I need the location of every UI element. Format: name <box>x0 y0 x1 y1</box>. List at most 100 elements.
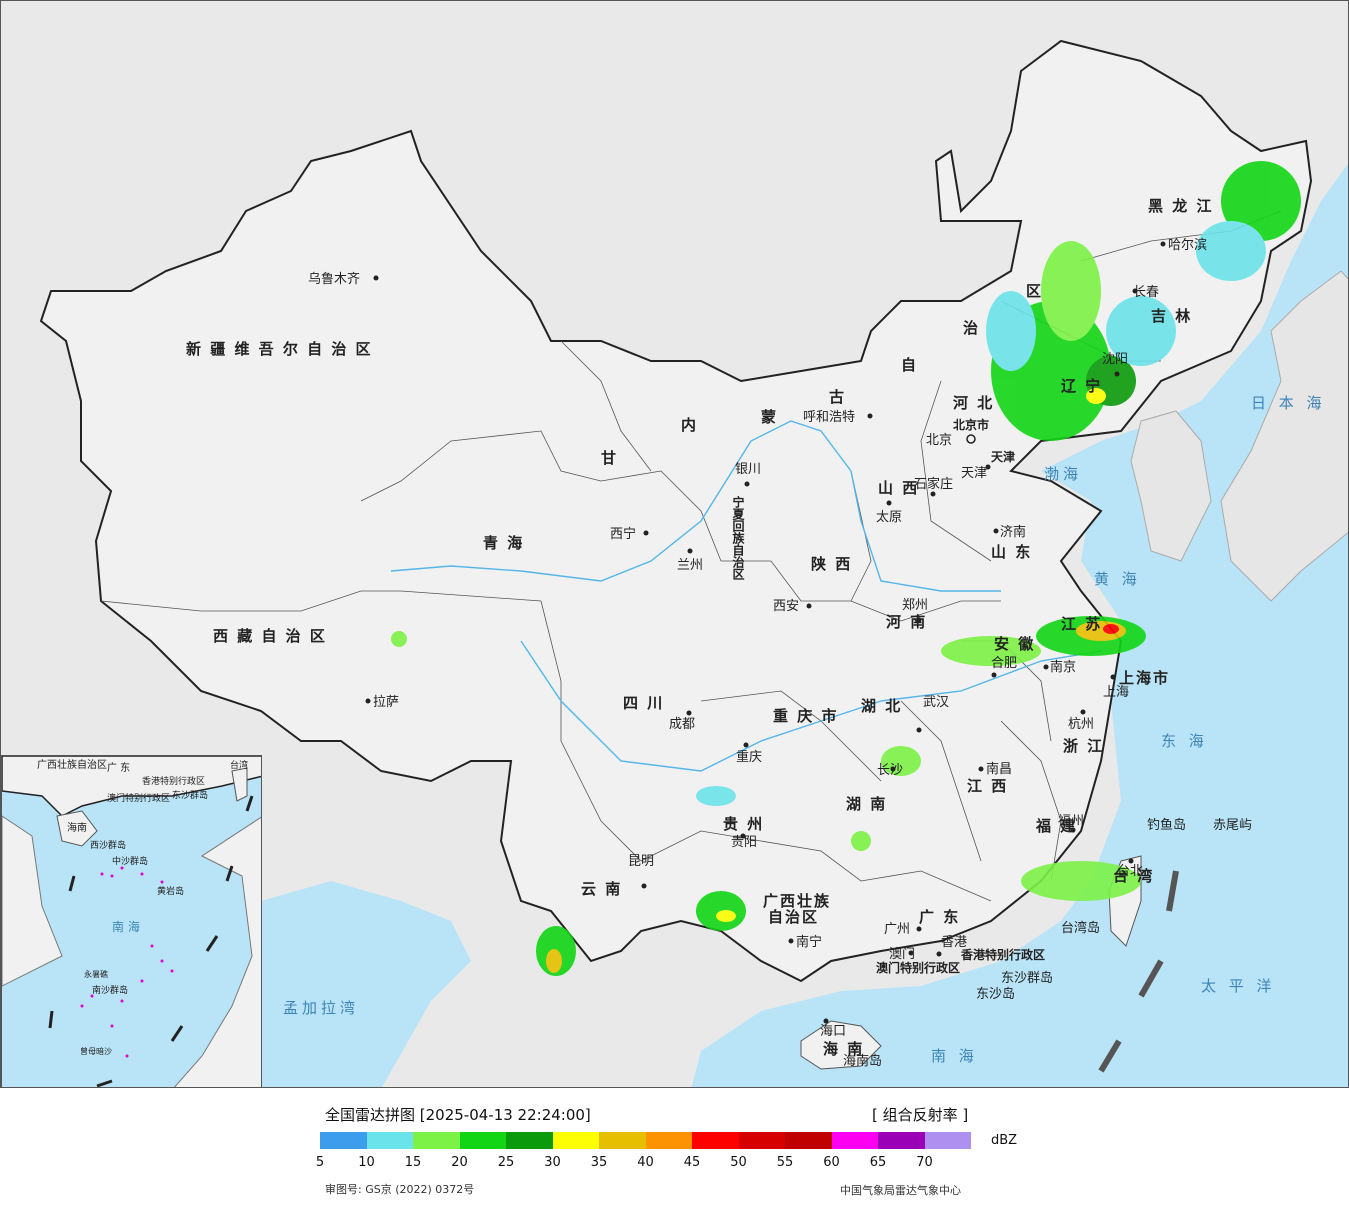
sea-japan: 日 本 海 <box>1251 394 1326 412</box>
city-nanjing: 南京 <box>1050 659 1076 675</box>
hainan-island <box>800 1020 882 1070</box>
inset-hainan: 海南 <box>67 821 87 834</box>
colorbar-tick-label: 70 <box>916 1155 933 1170</box>
label-shanghai: 上海市 <box>1119 669 1170 687</box>
city-shenyang: 沈阳 <box>1102 352 1128 367</box>
inset-xisha: 西沙群岛 <box>90 839 126 851</box>
label-henan: 河 南 <box>886 613 927 631</box>
colorbar-swatch <box>738 1132 785 1149</box>
label-heilongjiang: 黑 龙 江 <box>1148 197 1213 215</box>
city-zhengzhou: 郑州 <box>902 598 928 613</box>
city-changsha: 长沙 <box>877 763 903 778</box>
label-shandong: 山 东 <box>991 543 1032 561</box>
colorbar-tick-label: 15 <box>404 1155 422 1170</box>
legend-product: [ 组合反射率 ] <box>872 1106 969 1124</box>
city-chengdu: 成都 <box>669 717 695 732</box>
colorbar-swatch <box>366 1132 413 1149</box>
inset-island-dots <box>80 866 174 1058</box>
island-hainan: 海南岛 <box>843 1053 882 1069</box>
colorbar-swatch <box>645 1132 692 1149</box>
bay-of-bengal <box>201 881 471 1087</box>
review-number: 审图号: GS京 (2022) 0372号 <box>325 1183 475 1196</box>
city-urumqi: 乌鲁木齐 <box>308 271 360 287</box>
label-xinjiang: 新 疆 维 吾 尔 自 治 区 <box>186 340 373 358</box>
city-hefei: 合肥 <box>991 656 1017 671</box>
china-map-svg: 新 疆 维 吾 尔 自 治 区 西 藏 自 治 区 青 海 甘 内 蒙 古 自 … <box>39 39 1348 1087</box>
city-labels: 乌鲁木齐 拉萨 西宁 兰州 银川 呼和浩特 北京 天津 石家庄 太原 济南 郑州… <box>308 237 1207 1039</box>
city-beijing: 北京 <box>926 433 952 448</box>
producer-credit: 中国气象局雷达气象中心 <box>840 1184 961 1197</box>
city-guangzhou: 广州 <box>884 922 910 937</box>
inset-zhongsha: 中沙群岛 <box>112 855 148 867</box>
colorbar-tick-label: 65 <box>869 1155 887 1170</box>
inset-macau: 澳门特别行政区 <box>107 792 170 804</box>
inset-yongshu: 永暑礁 <box>84 969 108 979</box>
label-neimenggu-4: 自 <box>901 356 918 374</box>
label-qinghai: 青 海 <box>483 534 524 552</box>
colorbar-swatch <box>831 1132 878 1149</box>
colorbar-tick-label: 40 <box>637 1155 654 1170</box>
city-fuzhou: 福州 <box>1058 814 1084 829</box>
city-lhasa: 拉萨 <box>373 695 399 710</box>
sea-bohai: 渤海 <box>1044 465 1082 483</box>
sea-bengal: 孟加拉湾 <box>283 999 359 1017</box>
label-hainan: 海 南 <box>823 1040 864 1058</box>
label-shaanxi: 陕 西 <box>811 555 852 573</box>
sea-pacific: 太 平 洋 <box>1201 977 1276 995</box>
label-jilin: 吉 林 <box>1151 307 1192 325</box>
city-taiyuan: 太原 <box>876 510 902 525</box>
label-hubei: 湖 北 <box>861 697 902 715</box>
colorbar-tick-label: 10 <box>358 1155 375 1170</box>
inset-guangdong: 广 东 <box>107 761 130 774</box>
island-dongsha-qundao: 东沙群岛 <box>1001 970 1053 986</box>
colorbar-swatch <box>599 1132 646 1149</box>
japan-land <box>1220 270 1348 602</box>
label-guangxi-1: 广西壮族 <box>763 892 831 910</box>
city-haikou: 海口 <box>820 1024 846 1039</box>
label-hunan: 湖 南 <box>846 795 887 813</box>
colorbar-swatch <box>924 1132 971 1149</box>
city-guiyang: 贵阳 <box>731 835 757 850</box>
colorbar-tick-label: 25 <box>497 1155 515 1170</box>
label-guizhou: 贵 州 <box>723 815 764 833</box>
inset-hk: 香港特别行政区 <box>142 775 205 787</box>
inset-huangyan: 黄岩岛 <box>157 885 184 897</box>
colorbar-swatch <box>320 1132 367 1149</box>
city-tianjin: 天津 <box>961 466 987 481</box>
label-neimenggu-2: 蒙 <box>761 408 778 426</box>
label-neimenggu-6: 区 <box>1026 282 1043 300</box>
label-yunnan: 云 南 <box>581 880 622 898</box>
colorbar-tick-label: 50 <box>730 1155 747 1170</box>
colorbar-tick-label: 60 <box>823 1155 840 1170</box>
colorbar-tick-label: 20 <box>451 1155 468 1170</box>
inset-dongsha: 东沙群岛 <box>172 789 208 801</box>
colorbar-tick-label: 35 <box>590 1155 608 1170</box>
colorbar-swatch <box>459 1132 506 1149</box>
label-shanxi: 山 西 <box>878 479 919 497</box>
legend-title: 全国雷达拼图 [2025-04-13 22:24:00] <box>325 1106 591 1124</box>
island-dongsha: 东沙岛 <box>976 986 1015 1002</box>
colorbar-unit: dBZ <box>991 1133 1018 1148</box>
label-tianjin-city: 天津 <box>991 449 1015 464</box>
label-beijing-city: 北京市 <box>953 417 989 432</box>
inset-nansha: 南沙群岛 <box>92 984 128 996</box>
label-hk-sar: 香港特别行政区 <box>960 947 1045 962</box>
colorbar-tick-label: 5 <box>315 1155 325 1170</box>
sea-nanhai: 南 海 <box>931 1047 978 1065</box>
label-xizang: 西 藏 自 治 区 <box>213 627 327 645</box>
city-hangzhou: 杭州 <box>1068 717 1094 732</box>
nine-dash-segments <box>1098 870 1179 1073</box>
city-changchun: 长春 <box>1133 285 1159 300</box>
colorbar <box>320 1132 971 1149</box>
city-taibei: 台北 <box>1117 864 1143 879</box>
label-liaoning: 辽 宁 <box>1061 377 1102 395</box>
label-sichuan: 四 川 <box>623 694 664 712</box>
colorbar-swatch <box>552 1132 599 1149</box>
island-chiwei: 赤尾屿 <box>1213 818 1252 833</box>
colorbar-tick-label: 55 <box>776 1155 794 1170</box>
inset-taiwan: 台湾 <box>230 759 248 771</box>
city-harbin: 哈尔滨 <box>1168 237 1207 253</box>
label-gansu: 甘 <box>601 449 618 467</box>
city-chongqing: 重庆 <box>736 749 762 765</box>
korea-land <box>1130 410 1212 562</box>
